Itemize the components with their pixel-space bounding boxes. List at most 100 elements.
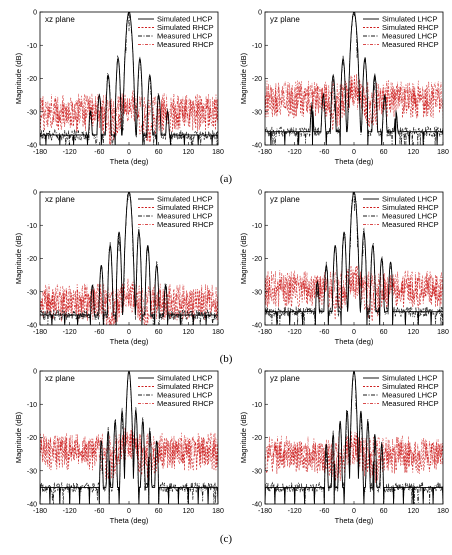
y-tick-label: -10: [27, 223, 37, 230]
series-simulated-rhcp: [265, 430, 443, 483]
series-measured-rhcp: [40, 283, 218, 314]
plane-label: xz plane: [45, 195, 75, 204]
y-tick-label: -40: [252, 502, 262, 509]
x-tick-label: -120: [288, 508, 302, 515]
x-tick-label: 60: [155, 329, 163, 336]
plane-label: xz plane: [45, 15, 75, 24]
figure-caption: (b): [220, 353, 233, 365]
y-tick-label: -20: [27, 76, 37, 83]
legend-entry: Measured RHCP: [382, 220, 439, 229]
x-tick-label: 120: [182, 149, 194, 156]
legend-entry: Simulated LHCP: [382, 374, 437, 383]
y-tick-label: -20: [27, 435, 37, 442]
y-axis-title: Magnitude (dB): [239, 52, 248, 104]
x-tick-label: 0: [352, 149, 356, 156]
y-tick-label: -30: [27, 109, 37, 116]
y-tick-label: -30: [252, 109, 262, 116]
x-axis-title: Theta (deg): [335, 516, 374, 525]
series-measured-rhcp: [40, 431, 218, 463]
x-tick-label: -120: [63, 149, 77, 156]
y-tick-label: 0: [258, 369, 262, 376]
x-tick-label: -60: [94, 508, 104, 515]
y-tick-label: -40: [27, 143, 37, 150]
y-tick-label: -30: [27, 468, 37, 475]
y-tick-label: -30: [252, 289, 262, 296]
legend-entry: Measured RHCP: [382, 399, 439, 408]
legend-entry: Measured LHCP: [382, 391, 437, 400]
x-tick-label: -120: [288, 329, 302, 336]
y-tick-label: -20: [27, 256, 37, 263]
y-tick-label: 0: [258, 190, 262, 197]
x-axis-title: Theta (deg): [110, 157, 149, 166]
y-tick-label: 0: [258, 10, 262, 17]
x-tick-label: 0: [127, 149, 131, 156]
legend-entry: Simulated RHCP: [157, 23, 214, 32]
x-tick-label: 180: [212, 149, 224, 156]
y-tick-label: -40: [27, 502, 37, 509]
legend-entry: Simulated RHCP: [382, 382, 439, 391]
series-measured-rhcp: [40, 92, 218, 124]
y-tick-label: -30: [27, 289, 37, 296]
legend-entry: Simulated RHCP: [157, 382, 214, 391]
x-tick-label: 60: [155, 149, 163, 156]
y-axis-title: Magnitude (dB): [14, 411, 23, 463]
chart-panel-3: -180 -120 -60 0 60 120 180 0 -10 -20 -30 -40 Theta (…: [239, 190, 449, 347]
legend-entry: Measured RHCP: [157, 399, 214, 408]
x-tick-label: 180: [437, 149, 449, 156]
x-tick-label: -120: [63, 508, 77, 515]
x-tick-label: 120: [407, 149, 419, 156]
y-tick-label: -30: [252, 468, 262, 475]
legend-entry: Measured LHCP: [157, 391, 212, 400]
x-tick-label: 60: [155, 508, 163, 515]
series-measured-lhcp: [265, 192, 443, 325]
x-tick-label: -120: [63, 329, 77, 336]
x-tick-label: 120: [407, 329, 419, 336]
legend-entry: Measured LHCP: [157, 212, 212, 221]
y-tick-label: -40: [27, 323, 37, 330]
legend-entry: Simulated LHCP: [382, 195, 437, 204]
legend-entry: Simulated LHCP: [157, 374, 212, 383]
series-measured-rhcp: [265, 80, 443, 111]
chart-panel-4: -180 -120 -60 0 60 120 180 0 -10 -20 -30 -40 Theta (…: [14, 369, 224, 526]
legend-entry: Measured RHCP: [382, 40, 439, 49]
series-simulated-lhcp: [40, 192, 218, 325]
series-simulated-rhcp: [265, 74, 443, 130]
x-tick-label: -180: [33, 149, 47, 156]
x-tick-label: 60: [380, 149, 388, 156]
y-tick-label: -40: [252, 323, 262, 330]
x-tick-label: -60: [94, 329, 104, 336]
legend-entry: Measured RHCP: [157, 220, 214, 229]
chart-panel-2: -180 -120 -60 0 60 120 180 0 -10 -20 -30 -40 Theta (…: [14, 190, 224, 347]
x-tick-label: -180: [258, 329, 272, 336]
x-tick-label: -120: [288, 149, 302, 156]
x-tick-label: 60: [380, 508, 388, 515]
legend-entry: Simulated LHCP: [157, 195, 212, 204]
legend-entry: Simulated RHCP: [382, 23, 439, 32]
chart-panel-0: -180 -120 -60 0 60 120 180 0 -10 -20 -30 -40 Theta (…: [14, 10, 224, 167]
legend-entry: Measured LHCP: [382, 212, 437, 221]
series-simulated-rhcp: [40, 90, 218, 145]
x-tick-label: 180: [437, 329, 449, 336]
y-axis-title: Magnitude (dB): [239, 232, 248, 284]
plane-label: yz plane: [270, 374, 300, 383]
y-tick-label: 0: [33, 190, 37, 197]
series-measured-lhcp: [265, 12, 443, 145]
series-simulated-lhcp: [265, 12, 443, 145]
x-tick-label: -180: [33, 508, 47, 515]
y-tick-label: -10: [252, 402, 262, 409]
y-axis-title: Magnitude (dB): [14, 232, 23, 284]
y-axis-title: Magnitude (dB): [14, 52, 23, 104]
y-tick-label: 0: [33, 369, 37, 376]
y-tick-label: -10: [27, 402, 37, 409]
series-simulated-rhcp: [265, 265, 443, 322]
y-tick-label: -40: [252, 143, 262, 150]
y-tick-label: -10: [27, 43, 37, 50]
chart-panel-5: -180 -120 -60 0 60 120 180 0 -10 -20 -30 -40 Theta (…: [239, 369, 449, 526]
plane-label: xz plane: [45, 374, 75, 383]
x-tick-label: 60: [380, 329, 388, 336]
